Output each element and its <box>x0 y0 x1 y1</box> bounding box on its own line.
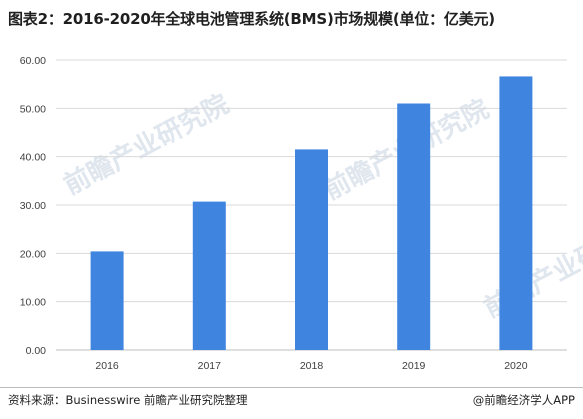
y-tick-label: 20.00 <box>20 248 46 260</box>
x-tick-label: 2020 <box>504 360 528 372</box>
bar <box>397 103 431 350</box>
bars <box>90 76 533 350</box>
footer-divider <box>0 387 583 388</box>
y-axis-ticks: 0.00 10.00 20.00 30.00 40.00 50.00 60.00 <box>20 55 46 357</box>
source-note: 资料来源：Businesswire 前瞻产业研究院整理 <box>8 393 248 407</box>
bar <box>295 149 328 350</box>
y-tick-label: 10.00 <box>20 297 46 309</box>
bar <box>192 201 226 350</box>
bar <box>499 76 533 350</box>
y-tick-label: 50.00 <box>20 103 46 115</box>
y-tick-label: 60.00 <box>20 55 46 67</box>
bar <box>90 251 124 350</box>
x-axis-ticks: 2016 2017 2018 2019 2020 <box>95 360 527 372</box>
x-tick-label: 2017 <box>198 360 222 372</box>
brand-credit: @前瞻经济学人APP <box>472 393 575 407</box>
x-tick-label: 2018 <box>300 360 324 372</box>
chart-title: 图表2：2016-2020年全球电池管理系统(BMS)市场规模(单位：亿美元) <box>8 10 495 28</box>
bar-chart: 前瞻产业研究院前瞻产业研究院前瞻产业研究院 0.0010.0020.0030.0… <box>20 55 583 372</box>
watermark-text: 前瞻产业研究院 <box>59 88 234 201</box>
y-tick-label: 40.00 <box>20 152 46 164</box>
x-tick-label: 2019 <box>402 360 426 372</box>
y-tick-label: 0.00 <box>26 345 47 357</box>
y-tick-label: 30.00 <box>20 200 46 212</box>
x-tick-label: 2016 <box>95 360 119 372</box>
